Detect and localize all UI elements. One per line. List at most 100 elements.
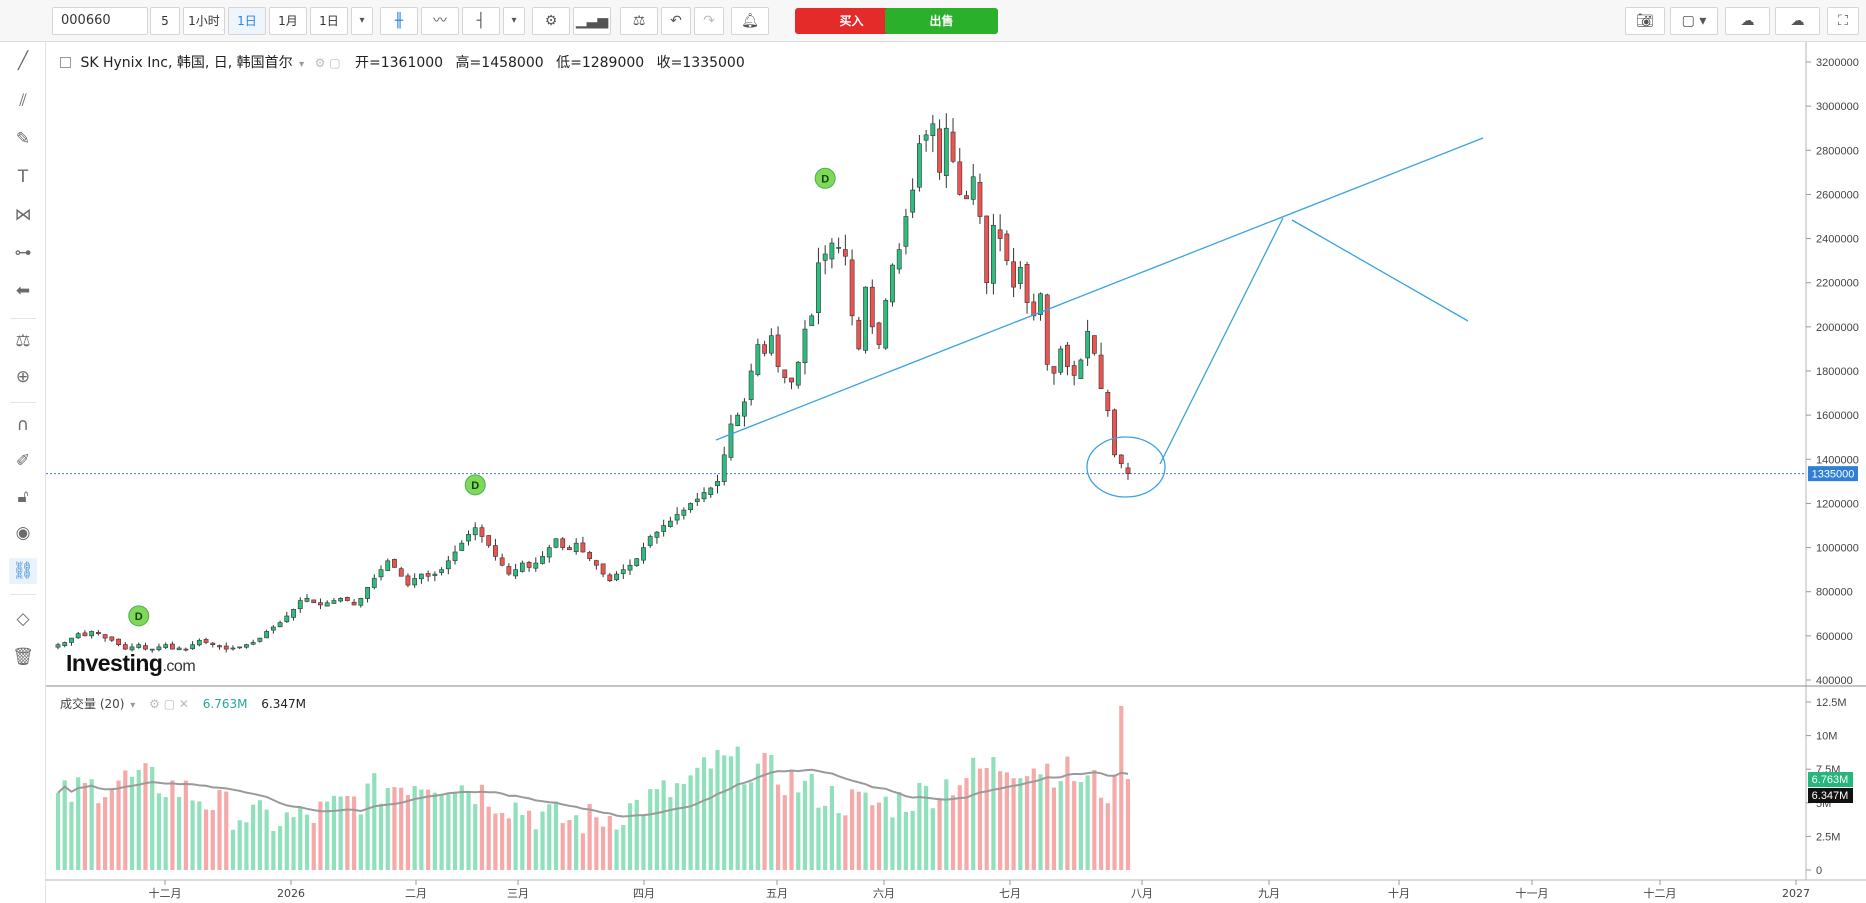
sell-button[interactable]: 出售 — [885, 8, 998, 34]
gear-icon[interactable]: ⚙ — [532, 7, 570, 35]
interval-1d[interactable]: 1日 — [228, 7, 266, 35]
settings-icon[interactable]: ⚙ ▢ — [314, 56, 341, 70]
camera-icon[interactable]: 📷︎ — [1625, 7, 1665, 35]
volume-bar — [318, 801, 323, 870]
volume-bar — [452, 791, 458, 870]
collapse-icon[interactable] — [60, 57, 71, 68]
bars-icon[interactable]: ┤ — [462, 7, 500, 35]
fib-tool-icon[interactable]: ⫽ — [19, 91, 27, 111]
candle-down — [876, 322, 882, 345]
volume-bar — [957, 785, 962, 870]
lock-drawing-icon[interactable]: ✐ — [15, 451, 31, 471]
trendline-tool-icon[interactable]: ╱ — [17, 51, 29, 71]
volume-bar — [601, 826, 606, 870]
chevron-down-icon[interactable]: ▾ — [299, 59, 305, 70]
volume-bar — [823, 805, 828, 870]
interval-1h[interactable]: 1小时 — [183, 7, 225, 35]
volume-bar — [1051, 787, 1057, 870]
measure-icon[interactable]: ⚖ — [15, 331, 31, 351]
candle-up — [802, 328, 808, 364]
candle-down — [957, 161, 963, 195]
candles-icon[interactable]: ╫ — [380, 7, 418, 35]
candle-up — [55, 644, 61, 648]
user-drawings[interactable] — [715, 137, 1484, 498]
lock-icon[interactable]: 🔓︎ — [17, 487, 29, 507]
zoom-in-icon[interactable]: ⊕ — [15, 367, 31, 387]
cloud-download-icon[interactable]: ☁ — [1725, 7, 1770, 35]
candle-up — [304, 598, 310, 602]
volume-bar — [567, 820, 572, 870]
trendline-drawing[interactable] — [715, 137, 1484, 441]
interval-custom[interactable]: 1日 — [310, 7, 348, 35]
volume-bar — [217, 789, 222, 870]
eye-icon[interactable]: ◉ — [15, 523, 31, 543]
candle-up — [668, 520, 673, 527]
volume-legend-title[interactable]: 成交量 (20) — [60, 697, 125, 711]
volume-bar — [681, 783, 686, 870]
layout-icon[interactable]: ▢ ▾ — [1670, 7, 1718, 35]
text-tool-icon[interactable]: T — [17, 167, 29, 187]
pattern-tool-icon[interactable]: ⋈ — [14, 205, 32, 225]
compare-icon[interactable]: ⚖ — [620, 7, 658, 35]
time-axis[interactable]: 十二月 2026 二月 三月 四月 五月 六月 七月 八月 九月 十月 十一月 十二月 2027 — [149, 880, 1811, 900]
line-chart-icon[interactable]: 〰 — [421, 7, 459, 35]
candle-down — [311, 599, 317, 604]
candle-down — [842, 249, 848, 257]
magnet-icon[interactable]: ∩ — [16, 415, 30, 435]
price-tick-label: 2000000 — [1816, 322, 1859, 334]
candle-up — [816, 262, 821, 314]
circle-drawing[interactable] — [1086, 436, 1166, 498]
candle-up — [452, 551, 458, 561]
volume-bar — [230, 829, 236, 870]
time-tick-label: 2026 — [277, 887, 305, 900]
candle-up — [1058, 348, 1064, 373]
volume-bar — [836, 813, 841, 870]
dividend-markers[interactable]: D D D — [128, 167, 836, 627]
settings-icon[interactable]: ⚙ ▢ ✕ — [149, 697, 189, 711]
price-axis[interactable]: 3200000 3000000 2800000 2600000 2400000 22000… — [1806, 57, 1859, 687]
candle-down — [351, 601, 357, 606]
candle-down — [600, 563, 606, 575]
fullscreen-icon[interactable]: ⛶ — [1827, 7, 1859, 35]
legend-title[interactable]: SK Hynix Inc, 韩国, 日, 韩国首尔 — [80, 55, 293, 71]
cloud-upload-icon[interactable]: ☁ — [1775, 7, 1820, 35]
candle-down — [170, 643, 175, 650]
chart-type-dropdown-icon[interactable]: ▾ — [503, 7, 525, 35]
undo-icon[interactable]: ↶ — [661, 7, 691, 35]
volume-bar — [399, 787, 404, 870]
projection-line-up[interactable] — [1159, 217, 1284, 465]
candle-down — [560, 538, 566, 548]
volume-bar — [547, 804, 552, 870]
interval-dropdown-icon[interactable]: ▾ — [351, 7, 373, 35]
volume-bar — [271, 831, 276, 870]
volume-bar — [607, 815, 612, 870]
redo-icon[interactable]: ↷ — [694, 7, 724, 35]
time-tick-label: 十一月 — [1516, 886, 1549, 900]
projection-line-down[interactable] — [1291, 219, 1469, 322]
ruler-tool-icon[interactable]: ⊶ — [14, 243, 32, 263]
symbol-input[interactable]: 000660 — [52, 7, 148, 35]
layers-icon[interactable]: ◇ — [16, 609, 30, 629]
indicators-icon[interactable]: ▁▃▅ — [573, 7, 611, 35]
link-icon[interactable]: ⛓ — [9, 558, 37, 584]
volume-bar — [540, 811, 545, 870]
chevron-down-icon[interactable]: ▾ — [130, 700, 136, 711]
trash-icon[interactable]: 🗑︎ — [12, 647, 34, 667]
back-arrow-icon[interactable]: ⬅ — [15, 281, 31, 301]
price-tick-label: 800000 — [1816, 587, 1853, 599]
volume-bar — [284, 812, 289, 870]
brush-tool-icon[interactable]: ✎ — [15, 129, 31, 149]
candle-down — [1044, 294, 1050, 365]
interval-1m[interactable]: 1月 — [269, 7, 307, 35]
volume-bar — [654, 789, 660, 870]
volume-bar — [298, 806, 303, 870]
volume-bar — [237, 820, 242, 870]
candle-down — [210, 642, 216, 645]
candle-up — [701, 492, 707, 500]
candle-down — [392, 558, 397, 568]
interval-5[interactable]: 5 — [150, 7, 180, 35]
volume-bar — [459, 785, 464, 870]
alert-icon[interactable]: 🔔︎ — [731, 7, 769, 35]
